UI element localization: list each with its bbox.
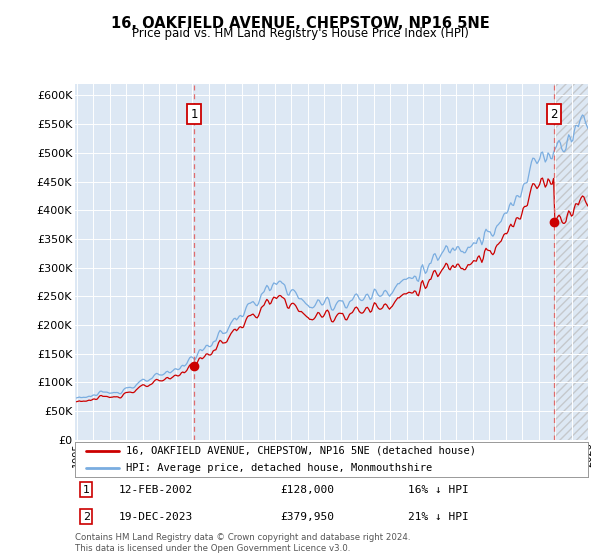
Text: £379,950: £379,950 [280, 512, 334, 522]
Text: 16, OAKFIELD AVENUE, CHEPSTOW, NP16 5NE (detached house): 16, OAKFIELD AVENUE, CHEPSTOW, NP16 5NE … [127, 446, 476, 456]
Text: £128,000: £128,000 [280, 485, 334, 495]
Text: 2: 2 [551, 108, 558, 121]
Text: 16% ↓ HPI: 16% ↓ HPI [409, 485, 469, 495]
Text: 21% ↓ HPI: 21% ↓ HPI [409, 512, 469, 522]
Text: Price paid vs. HM Land Registry's House Price Index (HPI): Price paid vs. HM Land Registry's House … [131, 27, 469, 40]
Text: 16, OAKFIELD AVENUE, CHEPSTOW, NP16 5NE: 16, OAKFIELD AVENUE, CHEPSTOW, NP16 5NE [110, 16, 490, 31]
Text: HPI: Average price, detached house, Monmouthshire: HPI: Average price, detached house, Monm… [127, 463, 433, 473]
Text: 1: 1 [190, 108, 198, 121]
Text: 1: 1 [83, 485, 90, 495]
Text: 12-FEB-2002: 12-FEB-2002 [119, 485, 193, 495]
Text: Contains HM Land Registry data © Crown copyright and database right 2024.
This d: Contains HM Land Registry data © Crown c… [75, 533, 410, 553]
Text: 2: 2 [83, 512, 90, 522]
Text: 19-DEC-2023: 19-DEC-2023 [119, 512, 193, 522]
